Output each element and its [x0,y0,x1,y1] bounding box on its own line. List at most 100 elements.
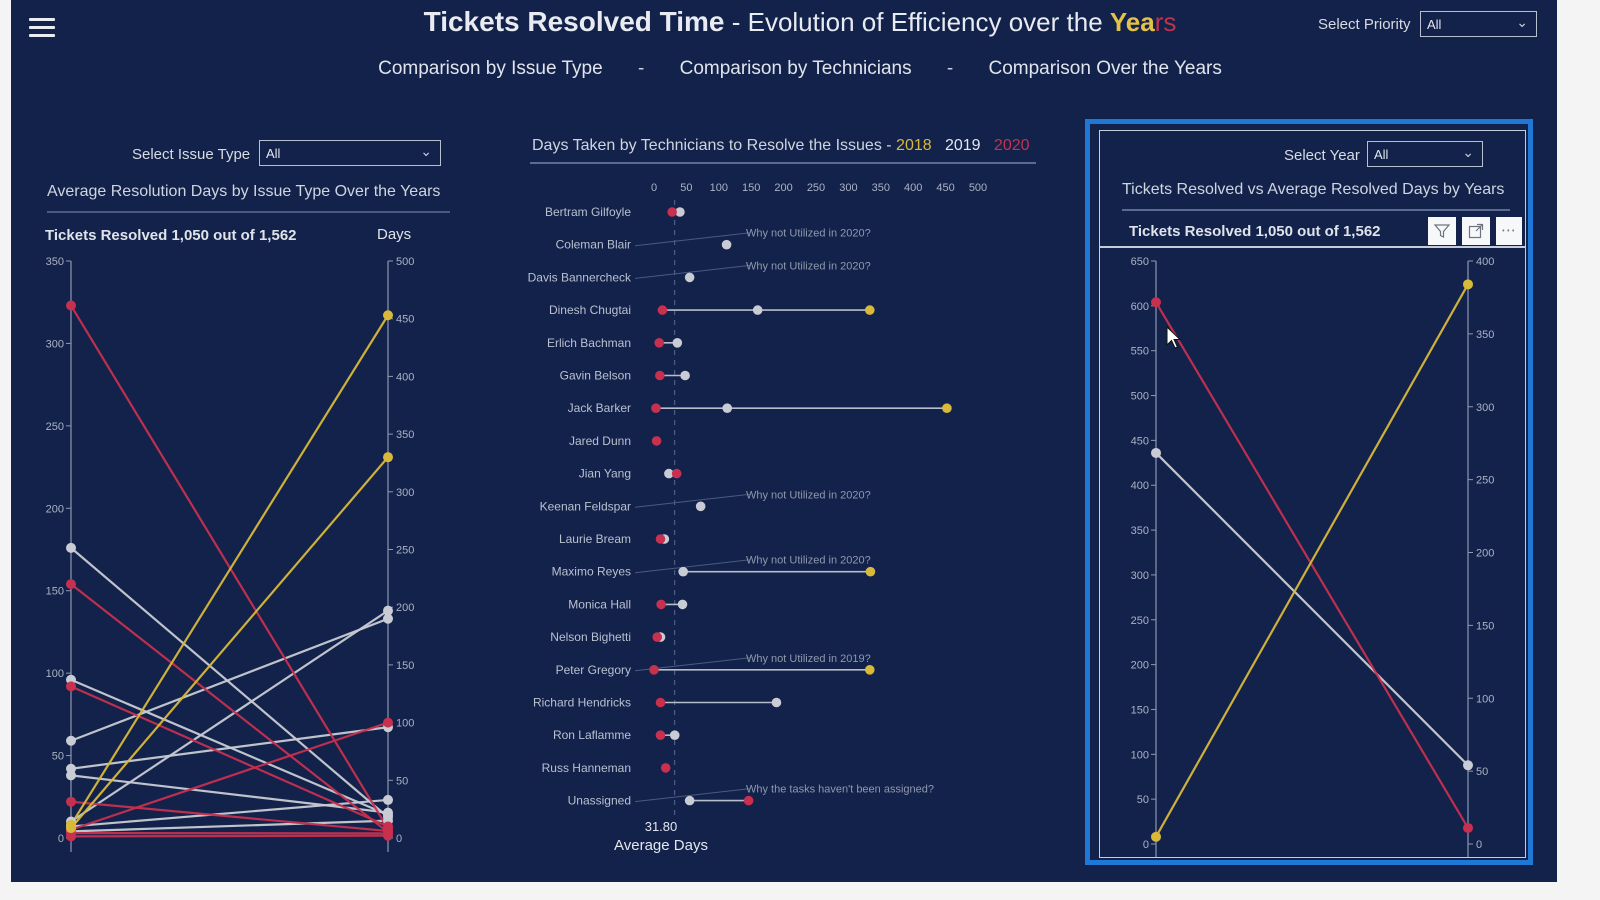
left-right-axis-title: Days [377,226,412,243]
technician-label: Davis Bannercheck [528,270,632,284]
focus-mode-icon[interactable] [1462,217,1490,245]
priority-select-value: All [1427,17,1442,32]
more-options-icon[interactable]: ⋯ [1496,217,1522,245]
left-axis-tick-label: 100 [46,668,64,680]
series-line-2019 [70,609,389,823]
series-line-2019 [70,726,389,770]
series-line-2020 [70,834,389,838]
dot-2020 [657,305,668,315]
technician-label: Gavin Belson [560,369,631,383]
x-axis-tick-label: 100 [710,182,728,194]
right-axis-tick-label: 200 [1476,548,1494,560]
left-axis-tick-label: 450 [1131,435,1149,447]
dot-2019 [677,599,688,610]
series-line-2018 [70,456,389,829]
dot-2020 [654,338,664,348]
filter-icon[interactable] [1428,217,1456,245]
x-axis-tick-label: 500 [969,182,987,194]
issue-type-select-value: All [266,146,281,161]
dot-2020 [655,534,666,544]
technician-label: Coleman Blair [556,238,631,252]
nav-comparison-by-technicians[interactable]: Comparison by Technicians [679,58,912,79]
point-tickets-2020 [66,300,76,311]
dot-2019 [721,239,732,250]
annotation-leader-line [634,264,751,279]
nav-comparison-over-the-years[interactable]: Comparison Over the Years [988,58,1222,79]
dot-2020 [651,436,662,446]
technician-label: Jared Dunn [569,434,631,448]
dot-2018 [864,305,875,315]
right-axis-tick-label: 100 [396,718,414,730]
technician-label: Russ Hanneman [542,761,631,775]
divider [1122,209,1510,211]
left-axis-tick-label: 0 [1143,839,1149,851]
dot-2018 [942,403,952,413]
dot-2020 [656,599,666,610]
x-axis-tick-label: 250 [807,182,825,194]
series-line-2019 [70,547,389,819]
title-accent-rs: rs [1154,7,1177,37]
dot-2019 [684,795,695,806]
hamburger-menu-icon[interactable] [29,18,55,38]
visual-header-divider [1099,246,1526,248]
point-days-2019 [383,807,393,818]
title-accent-yea: Yea [1109,7,1155,37]
right-axis-tick-label: 250 [1476,475,1494,487]
left-axis-tick-label: 350 [46,256,64,268]
left-axis-tick-label: 0 [58,833,64,845]
dot-2019 [675,207,685,217]
legend-2018: 2018 [896,137,932,154]
average-days-label: Average Days [614,837,708,854]
technician-label: Maximo Reyes [552,565,631,579]
dot-2020 [651,403,661,413]
dot-2018 [864,665,875,675]
right-axis-tick-label: 500 [396,256,414,268]
dot-2020 [649,665,659,675]
legend-2019: 2019 [944,137,981,154]
point-days-2018 [1463,279,1473,290]
dot-2019 [678,566,688,577]
point-tickets-2019 [1151,447,1161,458]
point-tickets-2020 [66,796,76,807]
annotation-text: Why not Utilized in 2020? [746,489,871,501]
right-axis-tick-label: 150 [396,660,414,672]
x-axis-tick-label: 150 [742,182,760,194]
series-line-2018 [1155,283,1469,838]
dot-2020 [655,370,665,381]
right-axis-tick-label: 100 [1476,693,1494,705]
chevron-down-icon: ⌄ [1462,144,1474,160]
right-axis-tick-label: 0 [396,833,402,845]
right-axis-tick-label: 300 [396,487,414,499]
annotation-text: Why the tasks haven't been assigned? [746,784,934,796]
point-days-2019 [1463,760,1473,771]
divider [47,211,450,213]
left-axis-tick-label: 150 [1131,704,1149,716]
technician-label: Richard Hendricks [533,696,631,710]
right-axis-tick-label: 300 [1476,402,1494,414]
focused-visual-border [1085,119,1533,865]
technician-label: Jian Yang [579,467,631,481]
annotation-leader-line [634,493,751,508]
point-tickets-2020 [1151,297,1161,308]
right-axis-tick-label: 350 [1476,329,1494,341]
series-line-2020 [70,721,389,831]
right-axis-tick-label: 50 [396,775,408,787]
left-axis-tick-label: 500 [1131,391,1149,403]
point-days-2020 [383,830,393,841]
priority-select[interactable]: All ⌄ [1420,11,1537,37]
annotation-leader-line [634,788,751,803]
point-days-2020 [1463,822,1473,833]
left-axis-tick-label: 350 [1131,525,1149,537]
year-select-value: All [1374,147,1389,162]
issue-type-select[interactable]: All ⌄ [259,140,441,166]
dot-2020 [652,632,663,642]
year-select[interactable]: All ⌄ [1367,141,1483,167]
left-slope-chart: 0 50 100 150 200 250 300 350 0 50 100 150 200 250 300 3… [46,256,414,852]
nav-comparison-by-issue-type[interactable]: Comparison by Issue Type [378,58,603,79]
legend-2020: 2020 [993,137,1030,154]
right-axis-tick-label: 50 [1476,766,1488,778]
divider [530,162,1036,164]
x-axis-tick-label: 350 [872,182,890,194]
dot-2019 [669,730,680,740]
dot-2020 [660,763,671,773]
